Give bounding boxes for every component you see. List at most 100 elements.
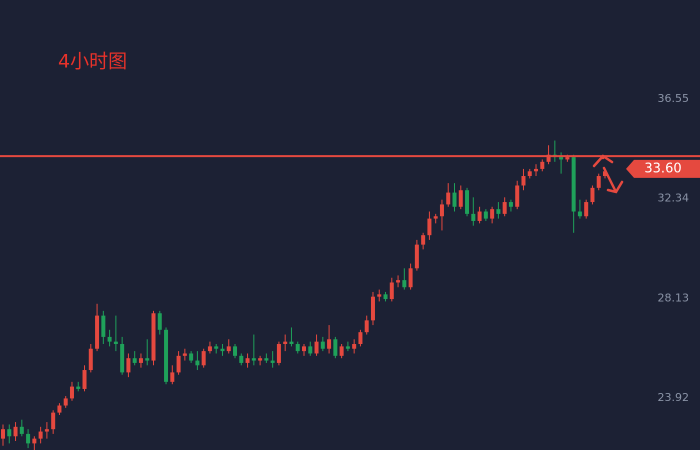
candle-body: [439, 204, 444, 217]
candle-body: [283, 341, 288, 345]
candle-body: [327, 339, 332, 349]
candle-body: [289, 341, 294, 345]
y-tick-label: 36.55: [658, 92, 690, 105]
candle-body: [13, 426, 18, 437]
candle-body: [396, 280, 401, 283]
candle-body: [295, 344, 300, 352]
candle-body: [352, 344, 357, 349]
candle-body: [182, 353, 187, 356]
candle-body: [389, 282, 394, 300]
candle-body: [120, 344, 125, 373]
candle-body: [189, 353, 194, 361]
y-tick-label: 28.13: [658, 291, 690, 304]
candle-body: [471, 213, 476, 221]
candle-body: [251, 358, 256, 361]
candle-body: [107, 336, 112, 342]
candle-body: [44, 429, 49, 432]
candle-body: [427, 218, 432, 236]
candle-body: [483, 211, 488, 219]
candle-body: [151, 313, 156, 361]
price-tag: [626, 159, 700, 178]
candle-body: [534, 168, 539, 172]
candle-body: [452, 192, 457, 207]
candle-body: [32, 438, 37, 444]
candle-body: [477, 211, 482, 221]
candle-body: [540, 161, 545, 169]
price-tag-label: 33.60: [644, 161, 681, 176]
candle-body: [358, 332, 363, 345]
candle-body: [95, 315, 100, 349]
candle-body: [577, 211, 582, 217]
candle-body: [258, 358, 263, 361]
candle-body: [339, 346, 344, 356]
candle-body: [1, 429, 5, 439]
candle-body: [170, 372, 175, 382]
candle-body: [584, 202, 589, 217]
candle-body: [214, 346, 219, 349]
candle-body: [82, 370, 87, 389]
candle-body: [383, 294, 388, 300]
arrow-down: [602, 166, 624, 194]
candle-body: [276, 344, 281, 363]
candle-body: [433, 216, 438, 219]
candle-body: [502, 202, 507, 214]
candle-body: [402, 280, 407, 288]
candle-body: [7, 429, 12, 437]
arrow-up: [592, 154, 614, 168]
candle-body: [270, 360, 275, 363]
candle-body: [496, 209, 501, 214]
candle-body: [264, 358, 269, 361]
candle-body: [302, 346, 306, 352]
candle-body: [527, 171, 532, 177]
candle-body: [51, 412, 56, 430]
candle-body: [220, 348, 225, 352]
candle-body: [145, 358, 150, 361]
candle-body: [345, 346, 350, 349]
candle-body: [490, 209, 495, 219]
candle-body: [565, 157, 570, 160]
candle-body: [176, 355, 181, 373]
candle-body: [201, 351, 206, 366]
candle-body: [138, 358, 143, 363]
candle-body: [207, 346, 212, 352]
hand-drawn-arrows: [592, 154, 624, 194]
candle-body: [38, 431, 43, 439]
candle-body: [364, 320, 369, 333]
candle-body: [603, 171, 607, 177]
candle-body: [63, 398, 68, 406]
candle-body: [157, 313, 162, 330]
candle-body: [19, 426, 24, 434]
candle-body: [458, 190, 463, 207]
candle-body: [377, 294, 382, 297]
candle-body: [113, 341, 118, 345]
candle-body: [414, 244, 419, 269]
candle-body: [26, 433, 31, 444]
candle-body: [195, 360, 200, 366]
candle-body: [314, 341, 319, 354]
candle-body: [421, 235, 426, 245]
candle-body: [320, 341, 325, 349]
candle-body: [370, 296, 375, 321]
candle-body: [508, 202, 513, 207]
candle-body: [233, 346, 238, 356]
candle-body: [590, 187, 595, 203]
candle-body: [333, 339, 338, 356]
y-tick-label: 23.92: [658, 391, 690, 404]
candle-body: [245, 358, 250, 363]
candle-body: [69, 386, 74, 399]
candle-body: [308, 346, 313, 354]
candle-body: [515, 185, 520, 207]
candle-body: [57, 405, 62, 413]
candle-body: [239, 355, 244, 363]
candle-body: [101, 315, 106, 337]
candle-body: [76, 386, 81, 389]
candle-body: [559, 157, 564, 160]
candle-body: [546, 154, 551, 162]
candle-body: [126, 358, 131, 373]
candle-body: [571, 157, 576, 212]
candle-body: [596, 176, 601, 188]
candle-body: [132, 358, 137, 363]
y-tick-label: 32.34: [658, 192, 690, 205]
